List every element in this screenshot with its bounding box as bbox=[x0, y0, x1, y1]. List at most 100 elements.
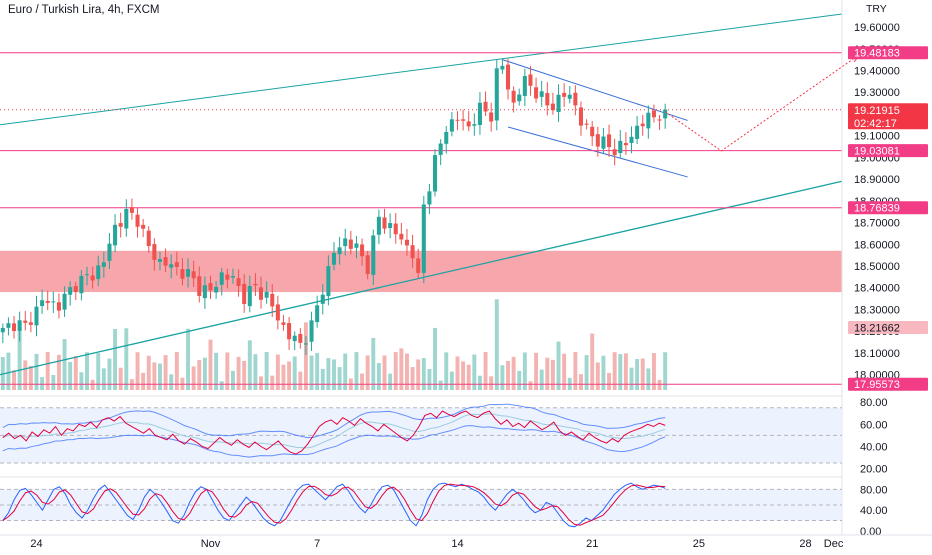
candle-body bbox=[404, 239, 409, 246]
candle-body bbox=[230, 276, 235, 278]
candle-body bbox=[528, 74, 533, 86]
candle-body bbox=[393, 223, 398, 235]
rsi-tick-label: 60.00 bbox=[860, 419, 888, 431]
candle-body bbox=[56, 302, 61, 311]
candle-body bbox=[23, 320, 28, 323]
volume-bar bbox=[242, 360, 247, 390]
candle-body bbox=[202, 285, 207, 299]
volume-bar bbox=[287, 361, 292, 390]
volume-bar bbox=[219, 381, 224, 390]
candle-body bbox=[421, 204, 426, 273]
volume-bar bbox=[562, 353, 567, 390]
volume-bar bbox=[12, 370, 16, 390]
candle-body bbox=[96, 265, 101, 280]
volume-bar bbox=[96, 353, 101, 390]
candle-body bbox=[0, 327, 5, 333]
volume-bar bbox=[657, 379, 662, 390]
price-tag-label: 19.03081 bbox=[854, 146, 900, 158]
price-tag bbox=[848, 103, 928, 130]
candle-body bbox=[275, 304, 280, 321]
volume-bar bbox=[584, 355, 589, 390]
volume-bar bbox=[494, 299, 499, 390]
volume-bar bbox=[640, 358, 645, 390]
volume-bar bbox=[376, 363, 381, 390]
candle-body bbox=[45, 300, 50, 303]
candle-body bbox=[567, 94, 572, 99]
price-tick-label: 19.40000 bbox=[854, 65, 900, 77]
volume-bar bbox=[107, 358, 112, 390]
volume-bar bbox=[146, 355, 151, 390]
projection-path bbox=[664, 52, 862, 152]
price-tag bbox=[848, 321, 928, 335]
candle-body bbox=[287, 323, 292, 340]
volume-bar bbox=[202, 357, 207, 390]
price-tag-label: 18.76839 bbox=[854, 203, 900, 215]
candle-body bbox=[483, 101, 488, 112]
price-tick-label: 18.70000 bbox=[854, 218, 900, 230]
volume-bar bbox=[259, 376, 263, 390]
price-tick-label: 18.50000 bbox=[854, 261, 900, 273]
volume-bar bbox=[40, 377, 45, 390]
candle-body bbox=[51, 301, 56, 303]
candle-body bbox=[152, 244, 157, 260]
candle-body bbox=[663, 109, 668, 119]
volume-bar bbox=[545, 357, 550, 390]
date-tick-label: 28 bbox=[799, 538, 811, 550]
volume-bar bbox=[253, 354, 258, 390]
volume-bar bbox=[34, 353, 39, 390]
volume-bar bbox=[663, 352, 668, 390]
stoch-d-line bbox=[2, 483, 666, 526]
stoch-tick-label: 0.00 bbox=[860, 526, 881, 538]
volume-bar bbox=[405, 353, 409, 390]
candle-body bbox=[298, 333, 303, 343]
volume-bar bbox=[517, 370, 522, 390]
candle-body bbox=[107, 243, 112, 261]
volume-bar bbox=[438, 380, 443, 390]
stoch-tick-label: 80.00 bbox=[860, 484, 888, 496]
candle-body bbox=[461, 119, 466, 121]
volume-bar bbox=[292, 356, 297, 390]
volume-bar bbox=[461, 361, 466, 390]
volume-bar bbox=[427, 369, 432, 390]
candle-body bbox=[635, 125, 640, 139]
volume-bar bbox=[264, 352, 269, 390]
candle-body bbox=[180, 269, 185, 279]
volume-bar bbox=[28, 365, 33, 390]
candle-body bbox=[163, 257, 168, 266]
rsi-ma-line bbox=[2, 413, 666, 449]
volume-bar bbox=[17, 327, 22, 390]
candle-body bbox=[214, 286, 219, 293]
candle-body bbox=[489, 112, 494, 122]
price-tick-label: 19.60000 bbox=[854, 22, 900, 34]
candle-body bbox=[118, 223, 123, 227]
volume-bar bbox=[522, 352, 527, 390]
volume-bar bbox=[635, 359, 640, 390]
candle-body bbox=[337, 247, 342, 255]
volume-bar bbox=[421, 358, 426, 390]
volume-bar bbox=[595, 362, 600, 390]
volume-bar bbox=[455, 356, 460, 390]
candle-body bbox=[174, 262, 179, 267]
candle-body bbox=[601, 136, 606, 149]
volume-bar bbox=[539, 369, 544, 390]
candle-body bbox=[578, 107, 584, 126]
candle-body bbox=[562, 92, 567, 97]
volume-bar bbox=[489, 376, 494, 390]
candle-body bbox=[124, 208, 129, 229]
candle-body bbox=[517, 94, 522, 102]
volume-bar bbox=[23, 360, 28, 390]
price-tag bbox=[848, 46, 928, 60]
volume-bar bbox=[410, 367, 415, 390]
candle-body bbox=[455, 119, 460, 121]
volume-bar bbox=[56, 354, 61, 390]
candle-body bbox=[197, 276, 202, 296]
stoch-tick-label: 40.00 bbox=[860, 505, 888, 517]
candle-body bbox=[17, 320, 22, 331]
candle-body bbox=[186, 269, 191, 277]
supply-demand-zone bbox=[0, 250, 842, 293]
volume-bar bbox=[298, 371, 303, 390]
candle-body bbox=[500, 65, 505, 70]
candle-body bbox=[191, 271, 196, 279]
